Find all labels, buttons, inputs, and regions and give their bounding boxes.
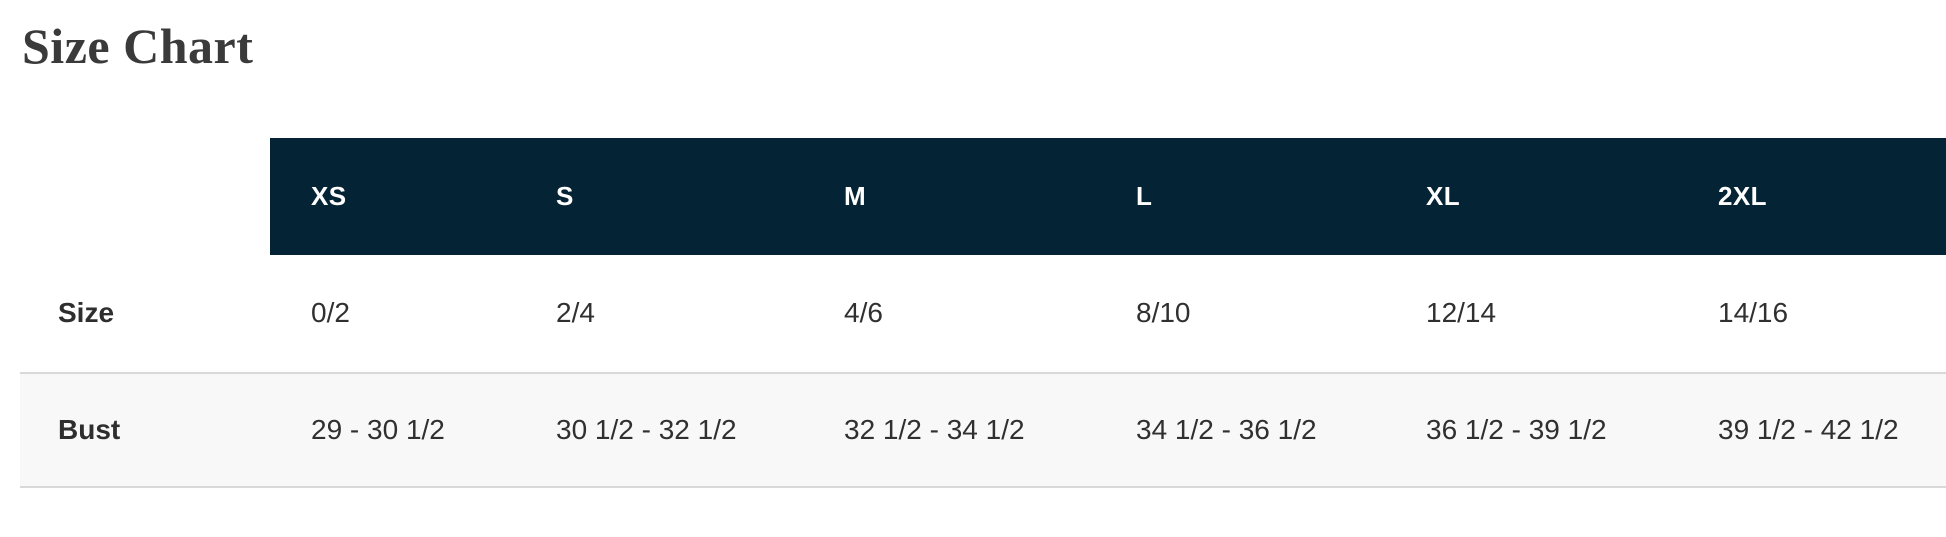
header-corner-cell — [20, 137, 270, 255]
bust-value-cell-xl: 36 1/2 - 39 1/2 — [1426, 413, 1607, 445]
size-value-cell-2xl: 14/16 — [1718, 297, 1789, 328]
size-value-cell-s: 2/4 — [556, 297, 595, 328]
bust-value-cell-2xl: 39 1/2 - 42 1/2 — [1718, 413, 1899, 445]
bust-value-cell-l: 34 1/2 - 36 1/2 — [1136, 413, 1317, 445]
size-chart-table-container: XS S M L XL 2XL Size 0/2 2/4 4/6 8/10 12… — [0, 137, 1946, 488]
header-cell-xl: XL — [1385, 137, 1677, 255]
size-row-label: Size — [58, 297, 115, 328]
header-cell-xs: XS — [270, 137, 515, 255]
table-header-row: XS S M L XL 2XL — [20, 137, 1946, 255]
header-cell-l: L — [1095, 137, 1385, 255]
bust-value-cell-s: 30 1/2 - 32 1/2 — [556, 413, 737, 445]
bust-row-label: Bust — [58, 413, 121, 445]
page-title: Size Chart — [22, 18, 254, 74]
bust-row: Bust 29 - 30 1/2 30 1/2 - 32 1/2 32 1/2 … — [20, 372, 1946, 487]
bust-value-cell-m: 32 1/2 - 34 1/2 — [844, 413, 1025, 445]
size-value-cell-xs: 0/2 — [311, 297, 350, 328]
size-row: Size 0/2 2/4 4/6 8/10 12/14 14/16 — [20, 255, 1946, 373]
header-cell-m: M — [803, 137, 1095, 255]
size-value-cell-xl: 12/14 — [1426, 297, 1497, 328]
header-cell-s: S — [515, 137, 803, 255]
bust-value-cell-xs: 29 - 30 1/2 — [311, 413, 445, 445]
size-value-cell-l: 8/10 — [1136, 297, 1191, 328]
size-value-cell-m: 4/6 — [844, 297, 883, 328]
size-chart-table: XS S M L XL 2XL Size 0/2 2/4 4/6 8/10 12… — [20, 137, 1946, 488]
header-cell-2xl: 2XL — [1677, 137, 1946, 255]
